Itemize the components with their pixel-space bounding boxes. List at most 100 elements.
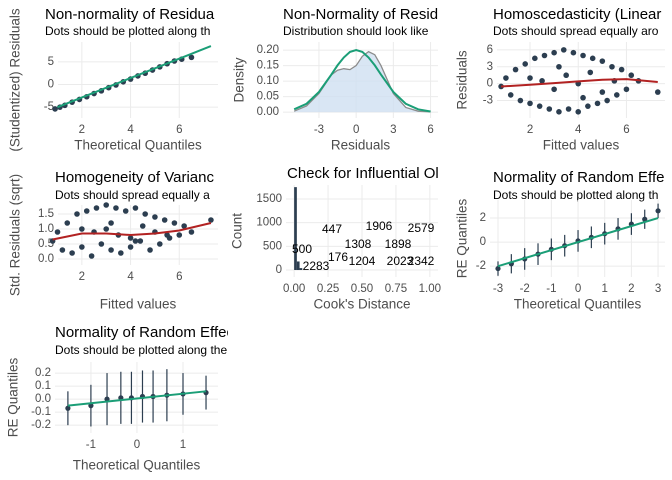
line: [57, 45, 212, 109]
y-tick-label: 0.1: [35, 380, 51, 392]
point: [580, 52, 586, 59]
x-tick-label: 2: [527, 124, 533, 136]
point: [623, 86, 630, 93]
point: [103, 202, 110, 208]
point-label: 2579: [408, 221, 435, 235]
point: [536, 103, 543, 109]
panel-title: Normality of Random Effects (tectonic_se…: [55, 324, 372, 341]
y-tick-label: 0: [487, 78, 493, 90]
x-tick-label: -1: [546, 283, 556, 295]
point: [79, 244, 85, 250]
x-tick-label: 0.50: [351, 283, 373, 295]
x-tick-label: -2: [520, 283, 530, 295]
panel-title: Non-normality of Residua: [45, 6, 215, 23]
x-tick-label: -3: [314, 124, 324, 136]
point: [654, 89, 661, 95]
x-tick-label: 0.00: [283, 283, 305, 295]
point: [156, 241, 163, 247]
x-tick-label: 6: [623, 124, 629, 136]
point: [599, 58, 606, 64]
point: [181, 223, 187, 229]
panel-subtitle: Distribution should look like: [283, 24, 429, 38]
panel-subtitle: Dots should be plotted along th: [45, 24, 210, 38]
y-axis-label: (Studentized) Residuals: [8, 8, 23, 152]
point: [532, 55, 538, 62]
point: [546, 106, 553, 112]
y-axis-label: Density: [232, 57, 247, 102]
y-tick-label: 2: [480, 212, 486, 224]
x-tick-label: -3: [493, 283, 503, 295]
point: [118, 250, 124, 256]
y-axis-label: Std. Residuals (sqrt): [8, 174, 23, 296]
y-tick-label: -0.2: [31, 419, 51, 431]
point: [517, 97, 524, 104]
point: [137, 238, 144, 244]
x-tick-label: 2: [79, 124, 85, 136]
bar: [296, 261, 300, 270]
x-tick-label: 0.25: [317, 283, 339, 295]
point: [628, 72, 635, 79]
point: [108, 247, 114, 253]
point: [93, 205, 100, 211]
point: [599, 89, 606, 95]
y-tick-label: 0.05: [257, 91, 279, 103]
point: [176, 232, 183, 238]
panel: Normality of Random Effe Dots should be p…: [455, 169, 665, 312]
y-tick-label: 0.0: [38, 253, 54, 265]
point: [551, 86, 557, 93]
point: [65, 405, 71, 411]
y-tick-label: -0.1: [31, 406, 51, 418]
point: [575, 109, 582, 115]
y-tick-label: 6: [487, 44, 493, 56]
point: [507, 92, 514, 98]
y-tick-label: 0.20: [257, 44, 279, 56]
point: [589, 55, 596, 62]
y-tick-label: 0: [48, 79, 54, 91]
x-tick-label: 4: [127, 124, 134, 136]
panel-title: Homogeneity of Varianc: [55, 169, 214, 186]
y-tick-label: 0.2: [35, 367, 51, 379]
y-tick-label: 0: [276, 264, 282, 276]
x-tick-label: 2: [79, 271, 85, 283]
point: [563, 72, 569, 79]
point: [83, 208, 90, 214]
point: [108, 220, 114, 226]
bar: [294, 187, 297, 270]
y-tick-label: 5: [48, 56, 54, 68]
point: [512, 66, 519, 73]
point-label: 500: [292, 242, 312, 256]
point: [171, 220, 178, 226]
x-tick-label: 0.75: [385, 283, 407, 295]
panel-title: Check for Influential Ol: [287, 165, 439, 182]
y-axis-label: RE Quantiles: [455, 198, 470, 278]
y-tick-label: 0.15: [257, 60, 279, 72]
y-axis-label: Count: [230, 213, 245, 249]
x-tick-label: 3: [655, 283, 661, 295]
y-axis-label: RE Quantiles: [6, 357, 21, 437]
point-label: 176: [328, 250, 348, 264]
point: [541, 52, 548, 59]
point: [104, 396, 110, 402]
point-label: 2283: [303, 259, 330, 273]
point: [522, 61, 529, 67]
x-tick-label: 0: [353, 124, 359, 136]
point: [139, 223, 146, 229]
y-tick-label: 0.10: [257, 75, 279, 87]
point: [565, 106, 572, 112]
x-tick-label: 0: [134, 439, 140, 451]
y-tick-label: 0: [480, 236, 486, 248]
point: [527, 75, 533, 81]
point: [618, 66, 625, 73]
panel: Check for Influential Ol Cook's Distance C…: [230, 165, 441, 312]
point: [161, 217, 168, 223]
y-tick-label: -5: [44, 101, 54, 113]
point-label: 2023: [387, 254, 414, 268]
y-tick-label: 500: [263, 240, 282, 252]
point: [556, 109, 562, 115]
line: [52, 222, 212, 241]
x-axis-label: Cook's Distance: [313, 297, 410, 312]
point: [69, 250, 75, 256]
point: [587, 69, 594, 76]
